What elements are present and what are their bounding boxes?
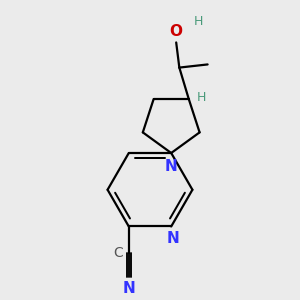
Text: H: H [196,91,206,104]
Text: N: N [122,281,135,296]
Text: O: O [170,24,183,39]
Text: H: H [194,15,203,28]
Text: N: N [167,231,179,246]
Text: C: C [113,246,122,260]
Text: N: N [165,159,178,174]
